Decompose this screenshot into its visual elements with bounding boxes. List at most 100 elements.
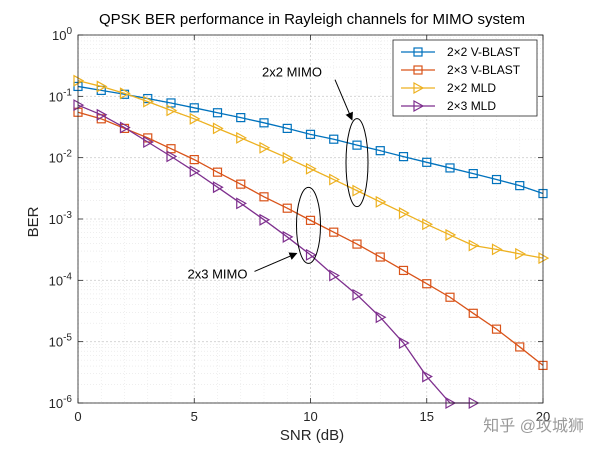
legend-entry: 2×2 V-BLAST <box>401 45 521 59</box>
x-tick-label: 10 <box>303 409 317 424</box>
data-point <box>398 265 409 276</box>
annotation-label: 2x2 MIMO <box>262 65 322 80</box>
x-tick-label: 0 <box>74 409 81 424</box>
data-point <box>189 154 199 165</box>
data-point <box>538 252 550 265</box>
data-point <box>143 95 154 108</box>
data-point <box>119 87 131 100</box>
data-point <box>259 118 269 128</box>
data-point <box>375 146 385 156</box>
annotations: 2x2 MIMO 2x3 MIMO <box>188 65 369 281</box>
data-point <box>422 370 433 383</box>
x-tick-label: 20 <box>536 409 550 424</box>
data-point <box>352 288 364 301</box>
legend-entry: 2×3 V-BLAST <box>401 63 521 77</box>
x-axis-label: SNR (dB) <box>280 427 344 444</box>
annotation-ellipse <box>296 186 321 264</box>
data-point <box>236 197 247 210</box>
data-point <box>413 81 425 95</box>
data-point <box>212 122 224 135</box>
y-tick-label: 10-2 <box>49 149 73 166</box>
data-point <box>212 108 223 118</box>
data-point <box>515 342 525 352</box>
data-point <box>166 144 176 154</box>
data-point <box>212 181 224 194</box>
data-point <box>445 292 455 302</box>
data-point <box>413 99 425 113</box>
data-point <box>73 74 85 87</box>
y-tick-label: 100 <box>52 26 72 43</box>
legend-label: 2×3 MLD <box>447 99 496 113</box>
data-point <box>143 135 154 149</box>
data-point <box>189 165 201 178</box>
annotation-label: 2x3 MIMO <box>188 266 248 281</box>
y-tick-label: 10-4 <box>49 271 73 288</box>
data-point <box>282 151 294 164</box>
annotation-arrow <box>334 79 353 121</box>
data-point <box>236 131 247 144</box>
data-point <box>515 247 526 260</box>
data-point <box>398 337 410 350</box>
data-point <box>422 279 432 289</box>
data-point <box>282 123 292 134</box>
data-point <box>73 99 85 112</box>
data-point <box>468 308 478 318</box>
data-point <box>398 152 409 162</box>
data-point <box>352 184 364 197</box>
chart-title: QPSK BER performance in Rayleigh channel… <box>99 11 525 28</box>
legend-label: 2×3 V-BLAST <box>447 63 521 77</box>
data-point <box>305 162 317 175</box>
data-point <box>468 239 480 252</box>
data-point <box>212 167 223 177</box>
data-point <box>236 179 246 189</box>
y-tick-label: 10-5 <box>49 333 73 350</box>
data-point <box>189 103 199 113</box>
data-point <box>352 140 362 150</box>
y-tick-label: 10-6 <box>49 394 73 411</box>
data-point <box>259 141 271 154</box>
data-point <box>329 173 340 186</box>
legend-label: 2×2 MLD <box>447 81 496 95</box>
y-tick-label: 10-1 <box>49 87 73 104</box>
data-point <box>236 113 246 123</box>
data-point <box>375 195 387 208</box>
data-point <box>413 47 423 57</box>
data-point <box>305 215 316 225</box>
legend-label: 2×2 V-BLAST <box>447 45 521 59</box>
data-point <box>282 203 292 213</box>
series-line <box>77 85 544 195</box>
series-line <box>77 111 544 366</box>
annotation-ellipse <box>345 118 369 208</box>
data-point <box>329 134 339 144</box>
data-point <box>352 239 362 249</box>
data-point <box>468 168 478 179</box>
watermark: 知乎 @攻城狮 <box>483 418 584 435</box>
axes: 0 5 10 15 20 100 10-1 10-2 10-3 10-4 10-5 10-6 <box>49 26 551 424</box>
series-2 <box>73 107 548 371</box>
data-point <box>445 163 455 173</box>
data-point <box>445 228 457 241</box>
data-point <box>491 174 502 185</box>
series-4 <box>73 99 480 410</box>
data-point <box>96 108 108 121</box>
data-point <box>515 181 525 191</box>
data-point <box>491 243 503 256</box>
data-point <box>189 112 201 125</box>
data-point <box>166 104 178 117</box>
data-point <box>375 252 385 262</box>
data-point <box>329 227 339 237</box>
legend: 2×2 V-BLAST 2×3 V-BLAST 2×2 MLD 2×3 MLD <box>392 39 538 117</box>
data-point <box>422 218 433 231</box>
x-tick-label: 5 <box>191 409 198 424</box>
data-point <box>305 129 316 139</box>
series-layer <box>73 74 550 410</box>
y-tick-label: 10-3 <box>49 210 73 227</box>
data-point <box>413 65 423 75</box>
data-point <box>259 213 271 226</box>
y-axis-label: BER <box>25 206 42 237</box>
data-point <box>96 80 108 93</box>
legend-entry: 2×2 MLD <box>401 81 496 95</box>
annotation-arrow <box>254 252 298 272</box>
data-point <box>282 230 294 243</box>
data-point <box>491 324 502 334</box>
